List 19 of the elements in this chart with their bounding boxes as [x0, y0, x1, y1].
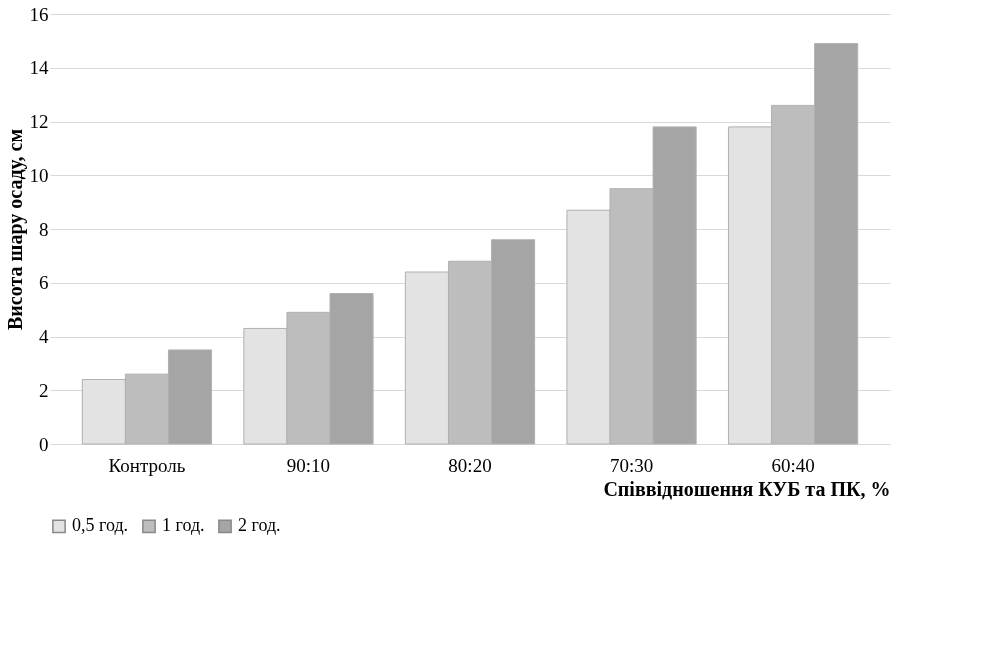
legend-label: 1 год. — [162, 515, 205, 536]
legend-label: 2 год. — [238, 515, 281, 536]
x-axis-title: Співвідношення КУБ та ПК, % — [603, 477, 891, 500]
y-tick-label: 0 — [39, 433, 49, 455]
x-tick-label: 80:20 — [448, 454, 492, 476]
x-tick-label: 70:30 — [609, 454, 654, 476]
y-axis-title: Висота шару осаду, см — [3, 128, 27, 331]
y-tick-label: 6 — [39, 272, 49, 294]
y-tick-label: 14 — [29, 57, 49, 79]
y-tick-label: 12 — [29, 111, 49, 132]
y-tick-label: 8 — [39, 218, 49, 240]
x-tick-label: 90:10 — [286, 454, 331, 476]
y-tick-label: 4 — [39, 326, 49, 347]
x-tick-label: Контроль — [108, 454, 186, 476]
y-tick-label: 16 — [29, 3, 49, 25]
x-tick-label: 60:40 — [771, 454, 815, 476]
legend-label: 0,5 год. — [72, 515, 129, 536]
y-tick-label: 2 — [39, 379, 49, 401]
y-tick-label: 10 — [29, 164, 49, 186]
